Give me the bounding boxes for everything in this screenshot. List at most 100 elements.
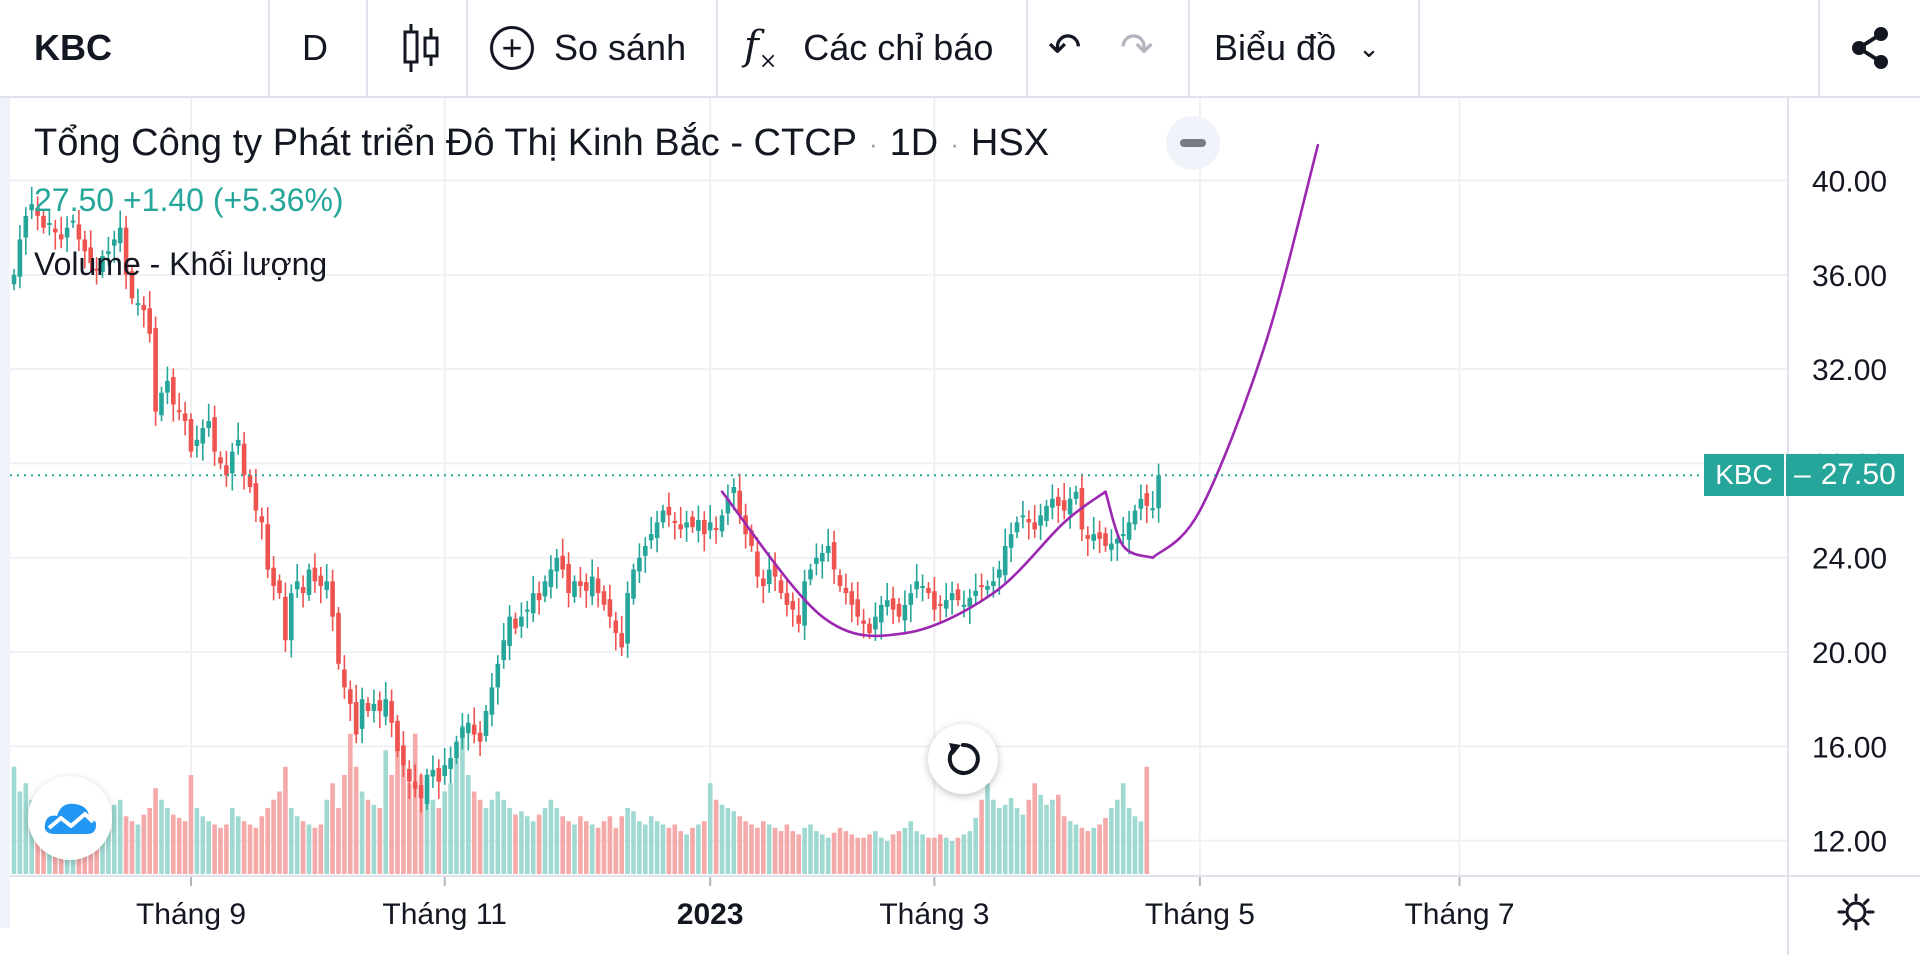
cloud-chart-icon xyxy=(44,803,97,834)
candle-body xyxy=(1138,498,1144,509)
top-toolbar: KBC D + So sánh f× Các chỉ báo ↶ ↷ Biểu … xyxy=(0,0,1920,98)
candle-body xyxy=(702,520,707,535)
volume-bar xyxy=(371,804,377,874)
volume-bar xyxy=(1073,824,1079,874)
symbol-search-button[interactable]: KBC xyxy=(34,27,112,68)
settings-button[interactable] xyxy=(1834,890,1878,934)
price-chart[interactable]: 12.0016.0020.0024.0028.0032.0036.0040.00… xyxy=(0,98,1920,955)
candle-body xyxy=(820,553,825,562)
x-tick-label: 2023 xyxy=(677,898,744,931)
candle-body xyxy=(861,620,866,624)
volume-bar xyxy=(294,816,300,874)
candle-body xyxy=(660,510,666,523)
candle-body xyxy=(879,604,884,623)
candle-body xyxy=(802,581,807,626)
volume-bar xyxy=(613,827,619,874)
candle-body xyxy=(41,215,46,228)
volume-bar xyxy=(330,783,335,874)
volume-bar xyxy=(684,834,689,874)
candle-body xyxy=(666,506,672,516)
candle-body xyxy=(560,555,565,570)
volume-bar xyxy=(1014,808,1020,874)
candle-body xyxy=(536,593,542,601)
volume-bar xyxy=(849,834,855,874)
candle-body xyxy=(241,443,247,476)
candle-body xyxy=(625,593,630,644)
volume-bar xyxy=(584,821,589,874)
volume-bar xyxy=(607,816,613,874)
reset-icon xyxy=(947,742,980,775)
volume-bar xyxy=(979,799,984,874)
legend-exchange: HSX xyxy=(970,122,1050,164)
volume-bar xyxy=(17,791,23,874)
volume-bar xyxy=(725,808,731,874)
interval-button[interactable]: D xyxy=(302,27,328,68)
candle-body xyxy=(1085,535,1091,539)
legend-change: +1.40 xyxy=(122,182,204,218)
volume-bar xyxy=(737,816,742,874)
candle-body xyxy=(460,727,465,738)
volume-bar xyxy=(943,837,949,874)
volume-bar xyxy=(772,827,778,874)
candle-body xyxy=(991,581,996,587)
compare-label: So sánh xyxy=(554,27,687,68)
volume-bar xyxy=(1120,783,1126,874)
collapse-legend-button[interactable] xyxy=(1166,116,1220,170)
volume-bar xyxy=(1115,799,1120,874)
candle-body xyxy=(147,308,152,334)
candle-body xyxy=(1132,510,1138,525)
candle-body xyxy=(312,567,318,582)
candle-body xyxy=(902,604,908,621)
candle-body xyxy=(1038,515,1043,526)
reset-chart-button[interactable] xyxy=(928,724,998,794)
volume-bar xyxy=(336,808,341,874)
candle-body xyxy=(613,620,619,634)
candle-body xyxy=(932,591,937,610)
volume-bar xyxy=(702,821,707,874)
y-tick-label: 32.00 xyxy=(1812,354,1887,387)
undo-icon: ↶ xyxy=(1048,26,1082,70)
candle-body xyxy=(336,612,341,664)
volume-bar xyxy=(135,824,141,874)
volume-bar xyxy=(766,824,772,874)
volume-bar xyxy=(1097,824,1102,874)
volume-bar xyxy=(572,824,577,874)
candle-body xyxy=(890,598,896,610)
candle-body xyxy=(58,234,64,240)
candle-body xyxy=(1073,491,1079,499)
redo-button[interactable]: ↷ xyxy=(1120,0,1154,96)
candle-body xyxy=(814,557,819,564)
candle-body xyxy=(867,623,872,634)
compare-button[interactable]: + So sánh xyxy=(490,0,686,96)
candle-body xyxy=(1150,508,1155,511)
legend-last: 27.50 xyxy=(34,182,115,218)
tradingview-logo-button[interactable] xyxy=(28,776,112,860)
volume-bar xyxy=(790,831,796,874)
volume-bar xyxy=(188,775,194,874)
candle-body xyxy=(401,745,406,766)
share-button[interactable] xyxy=(1840,0,1900,96)
candle-body xyxy=(324,581,329,590)
x-tick-label: Tháng 7 xyxy=(1404,898,1514,931)
chart-style-button[interactable] xyxy=(396,0,446,96)
candle-body xyxy=(914,581,919,590)
candle-body xyxy=(920,586,925,589)
volume-bar xyxy=(967,831,973,874)
indicators-button[interactable]: f× Các chỉ báo xyxy=(744,0,993,96)
volume-bar xyxy=(277,791,282,874)
candle-body xyxy=(377,700,383,711)
volume-bar xyxy=(802,827,807,874)
candle-body xyxy=(967,597,973,607)
last-price-value: 27.50 xyxy=(1820,458,1896,492)
candle-body xyxy=(749,530,754,546)
candle-body xyxy=(637,557,642,572)
chart-type-dropdown[interactable]: Biểu đồ ⌄ xyxy=(1214,0,1380,96)
candle-body xyxy=(330,581,335,617)
cup-handle-curve xyxy=(1104,490,1154,560)
volume-bar xyxy=(908,821,914,874)
volume-bar xyxy=(454,758,459,874)
volume-bar xyxy=(837,827,843,874)
undo-button[interactable]: ↶ xyxy=(1048,0,1082,96)
candle-body xyxy=(731,487,737,494)
x-tick-label: Tháng 3 xyxy=(879,898,989,931)
